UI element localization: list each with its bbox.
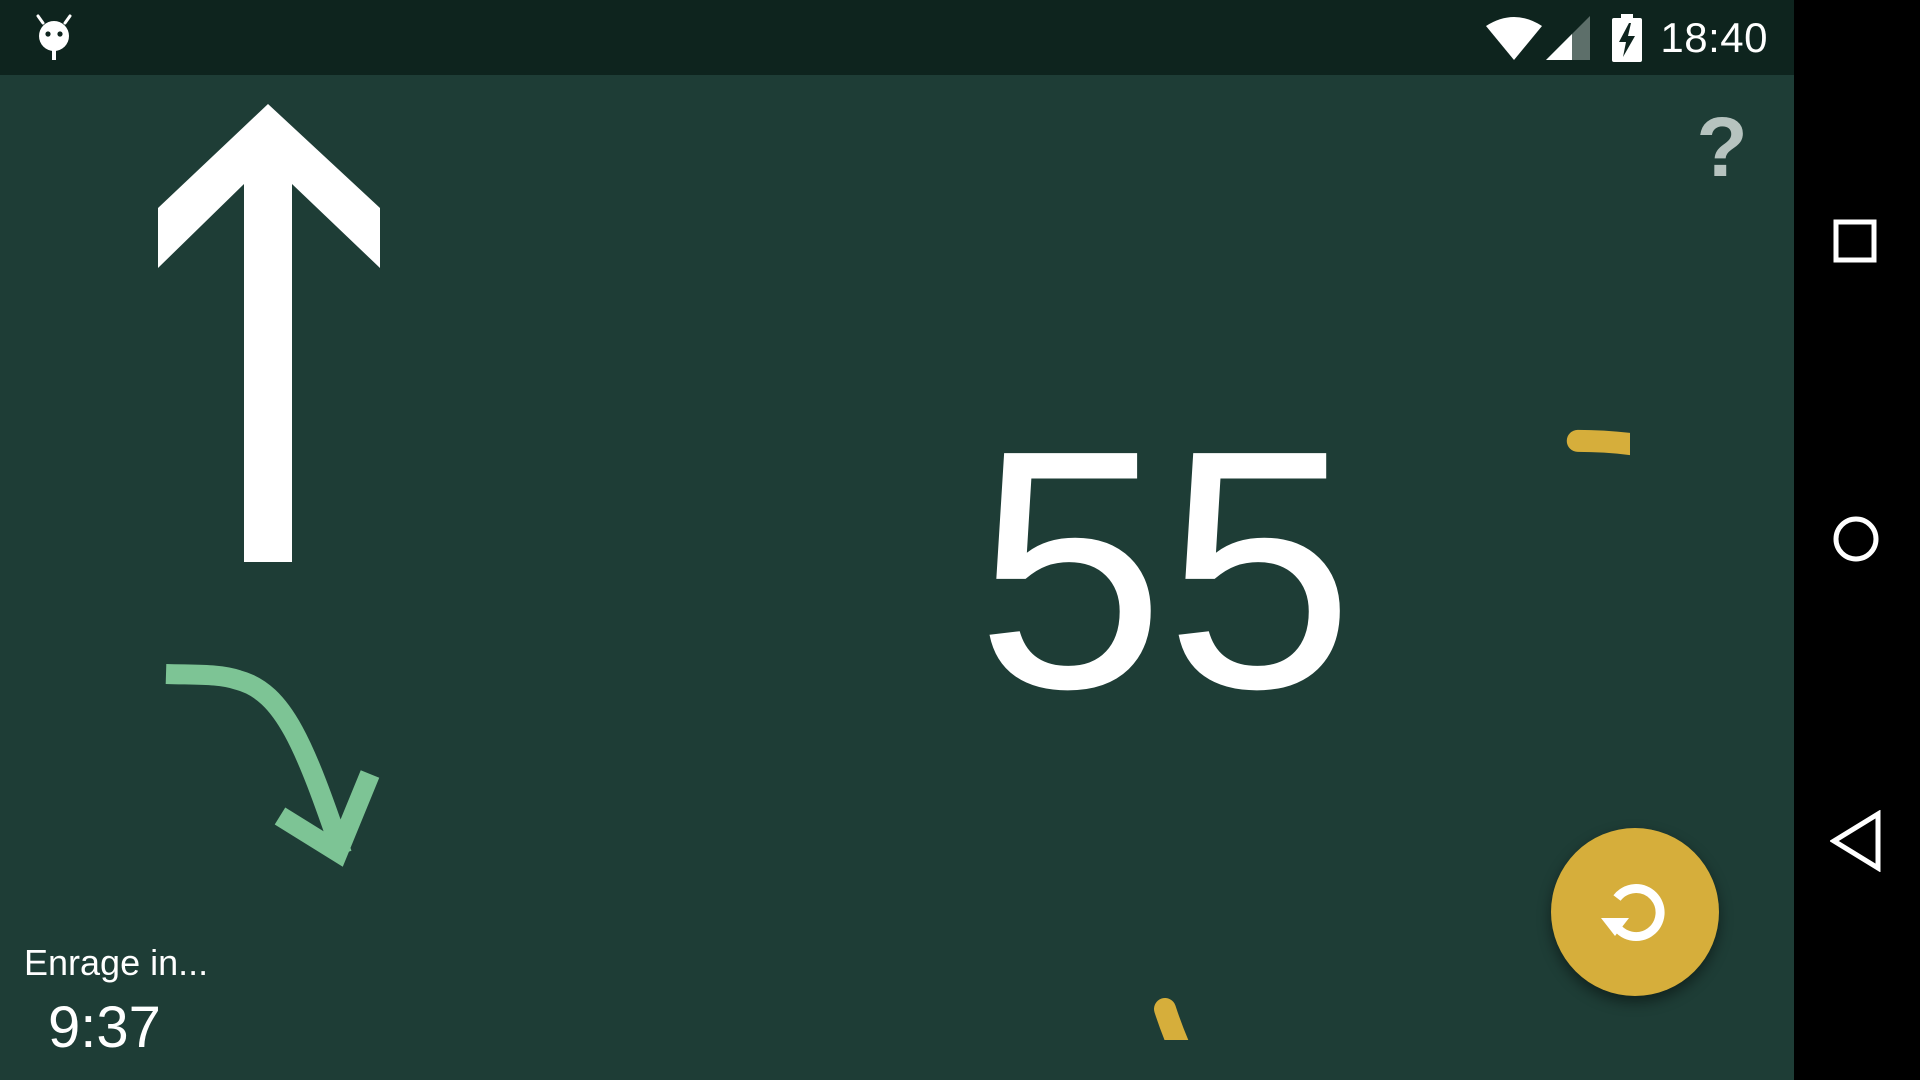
- back-icon[interactable]: [1830, 810, 1884, 872]
- recents-icon[interactable]: [1830, 216, 1884, 270]
- reset-button[interactable]: [1551, 828, 1719, 996]
- status-bar: 18:40: [0, 0, 1794, 75]
- countdown-number: 55: [975, 380, 1355, 760]
- cell-signal-icon: [1546, 16, 1590, 60]
- wifi-icon: [1486, 17, 1542, 60]
- navigation-bar: [1794, 0, 1920, 1080]
- enrage-label: Enrage in...: [24, 942, 209, 983]
- android-debug-icon: [36, 14, 72, 60]
- battery-charging-icon: [1612, 14, 1642, 62]
- home-icon[interactable]: [1830, 512, 1884, 566]
- app-area: 18:40 55 ? Enrage in... 9:37: [0, 0, 1794, 1060]
- curved-arrow-down-right-icon: [165, 664, 380, 867]
- enrage-time: 9:37: [48, 995, 161, 1060]
- refresh-icon: [1601, 884, 1665, 941]
- status-time: 18:40: [1660, 14, 1768, 61]
- arrow-up-icon: [158, 104, 380, 562]
- help-button[interactable]: ?: [1696, 100, 1748, 194]
